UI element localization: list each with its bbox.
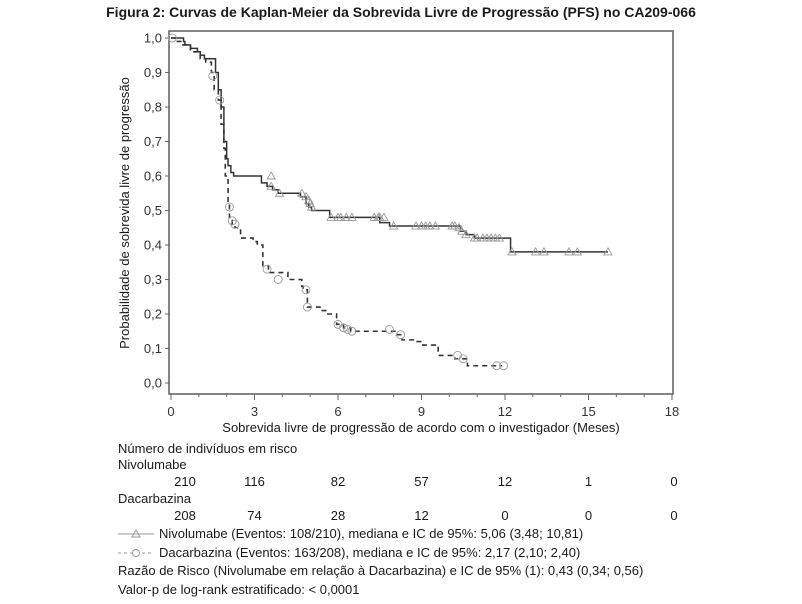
censor-mark-dacarbazina bbox=[215, 95, 225, 105]
risk-count: 0 bbox=[670, 474, 678, 489]
risk-count: 12 bbox=[414, 508, 429, 523]
censor-mark-dacarbazina bbox=[339, 323, 349, 333]
censor-mark-dacarbazina bbox=[208, 71, 218, 81]
legend-text-nivolumabe: Nivolumabe (Eventos: 108/210), mediana e… bbox=[159, 526, 584, 541]
legend-text-dacarbazina: Dacarbazina (Eventos: 163/208), mediana … bbox=[159, 545, 581, 560]
hazard-ratio-text: Razão de Risco (Nivolumabe em relação à … bbox=[118, 563, 644, 578]
censor-mark-nivolumabe bbox=[347, 212, 357, 221]
legend-solid-triangle-icon bbox=[118, 528, 154, 537]
censor-mark-nivolumabe bbox=[411, 221, 421, 230]
legend-item-dacarbazina: Dacarbazina (Eventos: 163/208), mediana … bbox=[118, 545, 580, 560]
x-tick-label: 15 bbox=[581, 404, 595, 419]
y-tick-label: 0,6 bbox=[144, 169, 162, 184]
km-chart: 0,0 0,1 0,2 0,3 0,4 0,5 0,6 0,7 0,8 0,9 1,0 0 3 6 9 12… bbox=[117, 30, 679, 435]
risk-table-title: Número de indivíduos em risco bbox=[118, 441, 298, 456]
legend-dashed-circle-icon bbox=[118, 548, 154, 557]
risk-group-label-dacarbazina: Dacarbazina bbox=[118, 491, 191, 506]
censor-mark-dacarbazina bbox=[396, 330, 406, 340]
censor-mark-nivolumabe bbox=[341, 212, 352, 221]
x-tick-label: 9 bbox=[418, 404, 425, 419]
figure-title: Figura 2: Curvas de Kaplan-Meier da Sobr… bbox=[106, 4, 696, 20]
censor-mark-dacarbazina bbox=[347, 326, 357, 336]
censor-mark-nivolumabe bbox=[301, 191, 311, 201]
censor-mark-nivolumabe bbox=[507, 246, 517, 256]
risk-count: 1 bbox=[584, 474, 593, 489]
censor-mark-nivolumabe bbox=[572, 246, 583, 256]
risk-count: 208 bbox=[174, 508, 196, 523]
censor-mark-dacarbazina bbox=[499, 361, 509, 371]
censor-mark-dacarbazina bbox=[343, 325, 353, 334]
y-tick-label: 0,3 bbox=[144, 272, 162, 287]
censor-mark-nivolumabe bbox=[494, 233, 505, 242]
censor-mark-nivolumabe bbox=[450, 221, 460, 230]
censor-mark-nivolumabe bbox=[539, 246, 549, 256]
risk-count: 82 bbox=[330, 474, 346, 489]
risk-count: 57 bbox=[414, 474, 429, 489]
censor-mark-nivolumabe bbox=[530, 246, 541, 256]
risk-group-label-nivolumabe: Nivolumabe bbox=[118, 457, 187, 472]
y-tick-label: 0,8 bbox=[144, 100, 162, 115]
censor-mark-nivolumabe bbox=[603, 246, 613, 256]
risk-count: 28 bbox=[330, 508, 346, 523]
x-axis-label: Sobrevida livre de progressão de acordo … bbox=[222, 420, 619, 435]
risk-count: 74 bbox=[247, 508, 262, 523]
censor-mark-nivolumabe bbox=[336, 212, 346, 221]
x-tick-label: 12 bbox=[498, 404, 512, 419]
risk-count: 0 bbox=[584, 508, 593, 523]
risk-count: 0 bbox=[670, 508, 678, 523]
censor-mark-dacarbazina bbox=[230, 219, 240, 229]
y-tick-label: 0,7 bbox=[144, 134, 162, 149]
censor-mark-nivolumabe bbox=[457, 226, 467, 235]
censor-mark-nivolumabe bbox=[297, 188, 307, 197]
risk-count: 210 bbox=[174, 474, 196, 489]
y-tick-label: 0,1 bbox=[144, 341, 162, 356]
censor-mark-dacarbazina bbox=[301, 285, 311, 295]
censor-mark-dacarbazina bbox=[262, 264, 272, 274]
y-tick-label: 0,9 bbox=[144, 65, 162, 80]
censor-mark-nivolumabe bbox=[472, 233, 482, 242]
y-axis-label: Probabilidade de sobrevida livre de prog… bbox=[117, 77, 132, 349]
censor-mark-dacarbazina bbox=[302, 302, 312, 312]
x-tick-label: 3 bbox=[251, 404, 258, 419]
km-curve-dacarbazina bbox=[171, 37, 503, 367]
risk-count: 116 bbox=[244, 474, 265, 489]
censor-mark-nivolumabe bbox=[425, 221, 435, 230]
censor-mark-nivolumabe bbox=[305, 198, 315, 208]
censor-mark-dacarbazina bbox=[385, 325, 394, 334]
censor-mark-nivolumabe bbox=[379, 212, 389, 221]
x-tick-label: 18 bbox=[665, 404, 679, 419]
censor-mark-dacarbazina bbox=[224, 202, 234, 212]
censor-mark-dacarbazina bbox=[273, 275, 283, 284]
legend-item-nivolumabe: Nivolumabe (Eventos: 108/210), mediana e… bbox=[118, 526, 583, 541]
p-value-text: Valor-p de log-rank estratificado: < 0,0… bbox=[118, 582, 360, 597]
censor-mark-dacarbazina bbox=[458, 354, 468, 364]
x-tick-label: 0 bbox=[167, 404, 174, 419]
risk-count: 0 bbox=[501, 508, 509, 523]
censor-mark-nivolumabe bbox=[461, 229, 471, 239]
censor-mark-nivolumabe bbox=[274, 188, 285, 197]
censor-mark-nivolumabe bbox=[388, 221, 399, 230]
censor-mark-dacarbazina bbox=[167, 33, 177, 43]
y-tick-label: 0,5 bbox=[144, 203, 162, 218]
censor-mark-nivolumabe bbox=[454, 222, 464, 232]
risk-count: 12 bbox=[497, 474, 513, 489]
x-tick-label: 6 bbox=[334, 404, 341, 419]
censor-mark-nivolumabe bbox=[564, 246, 574, 256]
censor-mark-nivolumabe bbox=[326, 212, 336, 221]
censor-mark-nivolumabe bbox=[266, 171, 276, 180]
y-tick-label: 0,4 bbox=[144, 238, 162, 253]
y-tick-label: 1,0 bbox=[144, 31, 162, 46]
y-tick-label: 0,0 bbox=[144, 376, 162, 391]
plot-frame bbox=[168, 30, 674, 395]
y-tick-label: 0,2 bbox=[144, 307, 162, 322]
censor-mark-nivolumabe bbox=[430, 221, 441, 230]
censor-mark-dacarbazina bbox=[492, 361, 502, 371]
censor-mark-nivolumabe bbox=[303, 195, 314, 204]
censor-mark-nivolumabe bbox=[266, 181, 276, 190]
censor-mark-nivolumabe bbox=[306, 202, 317, 211]
